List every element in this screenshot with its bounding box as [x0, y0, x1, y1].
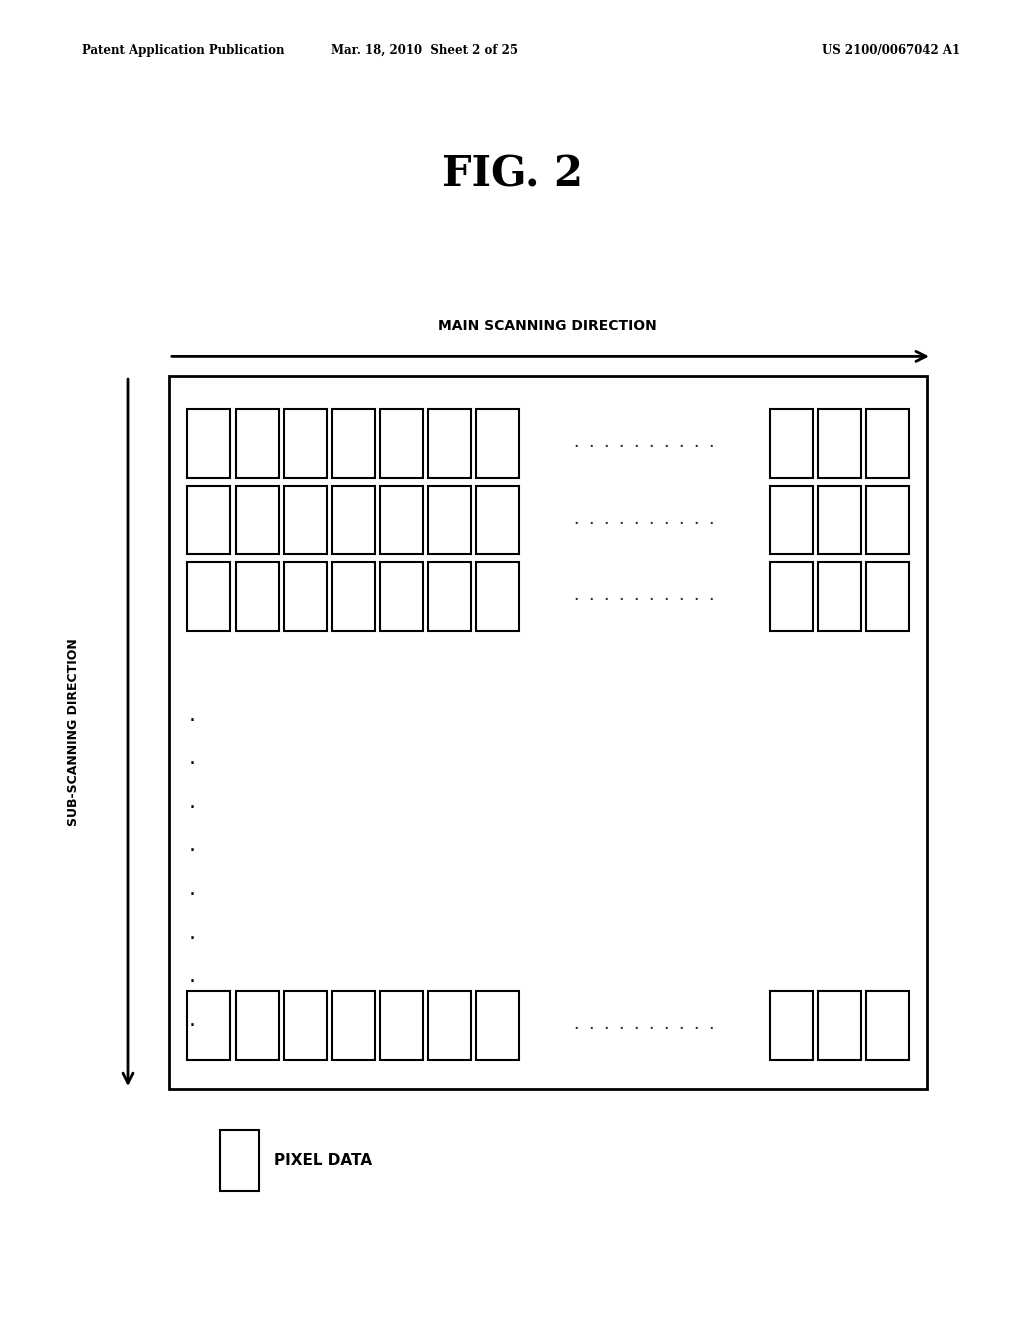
- Bar: [236, 562, 279, 631]
- Bar: [380, 562, 423, 631]
- Bar: [818, 409, 861, 478]
- Bar: [284, 409, 327, 478]
- Bar: [187, 409, 230, 478]
- Bar: [284, 486, 327, 554]
- Bar: [236, 409, 279, 478]
- Bar: [332, 486, 375, 554]
- Text: PIXEL DATA: PIXEL DATA: [274, 1152, 373, 1168]
- Text: FIG. 2: FIG. 2: [441, 153, 583, 195]
- Bar: [284, 562, 327, 631]
- Bar: [770, 562, 813, 631]
- Bar: [428, 409, 471, 478]
- Bar: [332, 409, 375, 478]
- Bar: [428, 486, 471, 554]
- Bar: [169, 376, 927, 1089]
- Text: . . . . . . . . . .: . . . . . . . . . .: [573, 590, 716, 603]
- Bar: [866, 562, 909, 631]
- Bar: [770, 991, 813, 1060]
- Bar: [332, 991, 375, 1060]
- Bar: [187, 562, 230, 631]
- Bar: [866, 486, 909, 554]
- Text: ·: ·: [189, 928, 196, 949]
- Text: ·: ·: [189, 710, 196, 731]
- Text: . . . . . . . . . .: . . . . . . . . . .: [573, 437, 716, 450]
- Text: . . . . . . . . . .: . . . . . . . . . .: [573, 1019, 716, 1032]
- Bar: [428, 562, 471, 631]
- Bar: [187, 991, 230, 1060]
- Bar: [236, 991, 279, 1060]
- Text: US 2100/0067042 A1: US 2100/0067042 A1: [822, 44, 959, 57]
- Text: ·: ·: [189, 1015, 196, 1036]
- Text: Patent Application Publication: Patent Application Publication: [82, 44, 285, 57]
- Bar: [236, 486, 279, 554]
- Bar: [187, 486, 230, 554]
- Bar: [332, 562, 375, 631]
- Text: MAIN SCANNING DIRECTION: MAIN SCANNING DIRECTION: [438, 318, 657, 333]
- Text: . . . . . . . . . .: . . . . . . . . . .: [573, 513, 716, 527]
- Text: ·: ·: [189, 841, 196, 862]
- Text: SUB-SCANNING DIRECTION: SUB-SCANNING DIRECTION: [68, 639, 80, 826]
- Bar: [380, 409, 423, 478]
- Bar: [476, 409, 519, 478]
- Text: ·: ·: [189, 972, 196, 993]
- Bar: [818, 486, 861, 554]
- Text: ·: ·: [189, 884, 196, 906]
- Bar: [476, 486, 519, 554]
- Bar: [866, 409, 909, 478]
- Bar: [476, 562, 519, 631]
- Bar: [476, 991, 519, 1060]
- Bar: [380, 486, 423, 554]
- Bar: [428, 991, 471, 1060]
- Bar: [284, 991, 327, 1060]
- Bar: [818, 562, 861, 631]
- Bar: [770, 409, 813, 478]
- Bar: [818, 991, 861, 1060]
- Bar: [770, 486, 813, 554]
- Bar: [866, 991, 909, 1060]
- Bar: [380, 991, 423, 1060]
- Text: ·: ·: [189, 797, 196, 818]
- Bar: [220, 1130, 259, 1191]
- Text: ·: ·: [189, 754, 196, 775]
- Text: Mar. 18, 2010  Sheet 2 of 25: Mar. 18, 2010 Sheet 2 of 25: [332, 44, 518, 57]
